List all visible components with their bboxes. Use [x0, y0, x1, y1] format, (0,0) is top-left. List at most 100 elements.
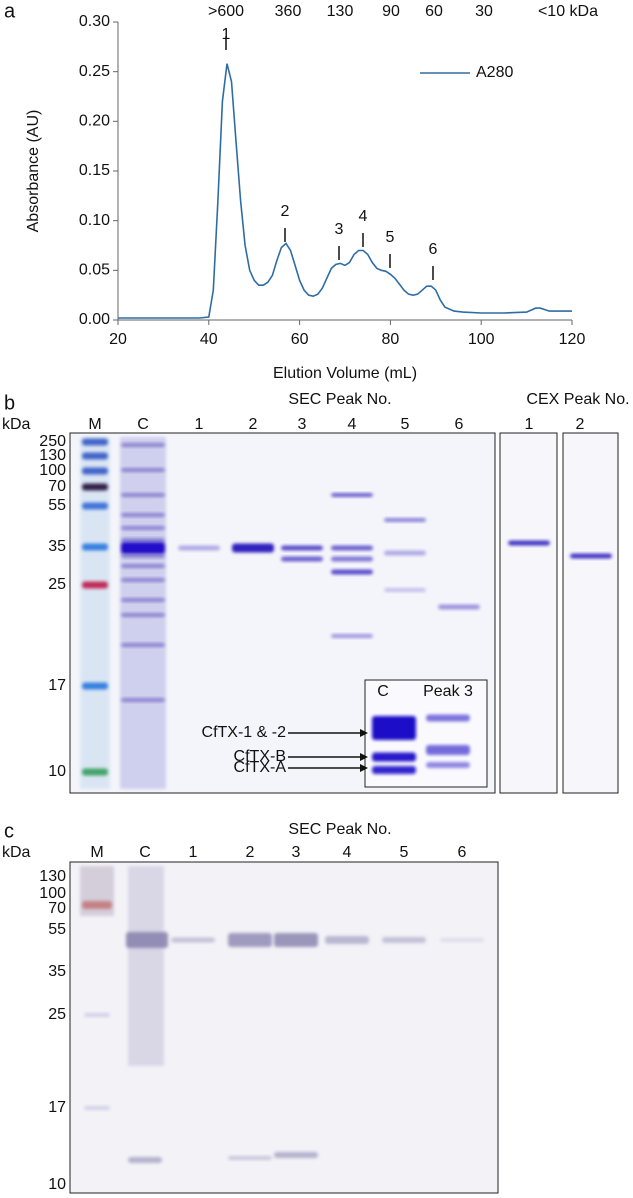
gel-band [121, 598, 165, 602]
gel-band [228, 1156, 272, 1160]
gel-title: SEC Peak No. [288, 821, 391, 838]
y-axis-label: Absorbance (AU) [25, 110, 42, 233]
mw-label: 90 [382, 3, 400, 20]
y-tick-label: 0.30 [79, 13, 110, 30]
cex-box-1 [499, 432, 558, 794]
inset-lane: C [377, 683, 389, 700]
lane-label: 1 [525, 416, 534, 433]
gel-band [331, 556, 373, 562]
mw-label: 30 [475, 3, 493, 20]
peak-label: 3 [335, 221, 344, 238]
gel-band [84, 1013, 110, 1017]
marker-label: 10 [48, 763, 66, 780]
marker-label: 250 [39, 433, 66, 450]
gel-band [121, 698, 165, 702]
marker-label: 100 [39, 885, 66, 902]
gel-band [171, 937, 215, 943]
gel-band [82, 483, 108, 491]
lane-label: 1 [195, 416, 204, 433]
lane-label: 6 [455, 416, 464, 433]
arrow-head [360, 753, 368, 761]
lane-label: C [139, 844, 151, 861]
line [118, 63, 572, 319]
gel-band [82, 543, 108, 551]
gel-band [426, 762, 470, 768]
protein-label: CfTX-B [234, 748, 286, 765]
lane-label: 4 [343, 844, 352, 861]
x-tick-label: 80 [382, 331, 400, 348]
lane-label: 3 [292, 844, 301, 861]
gel-band [382, 937, 426, 943]
x-tick-label: 40 [200, 331, 218, 348]
peak-label: 1 [222, 26, 231, 43]
mw-label: >600 [208, 3, 244, 20]
marker-label: 100 [39, 462, 66, 479]
lane-label: 2 [249, 416, 258, 433]
peak-label: 6 [429, 241, 438, 258]
y-tick-label: 0.05 [79, 262, 110, 279]
lane-smear [128, 866, 164, 1066]
panel-label: b [4, 392, 15, 414]
gel-band [274, 1152, 318, 1158]
gel-band [126, 932, 168, 948]
gel-band [384, 588, 426, 592]
peak-label: 2 [281, 203, 290, 220]
marker-label: 55 [48, 921, 66, 938]
x-tick-label: 20 [109, 331, 127, 348]
peak-label: 5 [386, 229, 395, 246]
panel-label: c [4, 820, 14, 842]
y-tick-label: 0.15 [79, 162, 110, 179]
gel-band [384, 518, 426, 522]
gel-band [281, 545, 323, 551]
protein-label: CfTX-1 & -2 [202, 724, 287, 741]
lane-label: 1 [189, 844, 198, 861]
gel-band [82, 682, 108, 690]
gel-band [281, 556, 323, 562]
gel-band [325, 936, 369, 944]
lane-label: 5 [401, 416, 410, 433]
marker-label: 25 [48, 1006, 66, 1023]
gel-band [232, 543, 274, 553]
lane-label: 3 [298, 416, 307, 433]
gel-band [121, 513, 165, 517]
gel-band [440, 938, 484, 942]
gel-band [384, 550, 426, 556]
gel-band [508, 540, 550, 546]
lane-label: 4 [348, 416, 357, 433]
gel-band [121, 643, 165, 647]
lane-smear [80, 437, 110, 789]
lane-label: 2 [246, 844, 255, 861]
gel-band [331, 569, 373, 575]
gel-band [438, 604, 480, 610]
gel-band [82, 502, 108, 510]
gel-band [128, 1157, 162, 1163]
gel-band [372, 752, 416, 762]
gel-band [82, 581, 108, 589]
marker-label: 55 [48, 497, 66, 514]
gel-band [121, 538, 165, 542]
gel-band [331, 634, 373, 638]
lane-label: 6 [458, 844, 467, 861]
gel-layer [69, 432, 619, 1194]
gel-band [82, 438, 108, 446]
gel-band [372, 716, 416, 740]
gel-band [121, 526, 165, 530]
marker-label: 17 [48, 677, 66, 694]
gel-band [82, 901, 112, 909]
mw-label: 360 [275, 3, 302, 20]
lane-label: 2 [576, 416, 585, 433]
arrow-head [360, 764, 368, 772]
gel-band [121, 443, 165, 447]
y-tick-label: 0.25 [79, 63, 110, 80]
y-tick-label: 0.20 [79, 113, 110, 130]
inset-lane: Peak 3 [423, 683, 473, 700]
mw-label: 60 [425, 3, 443, 20]
gel-band [570, 553, 612, 559]
arrow-head [360, 729, 368, 737]
marker-label: 17 [48, 1099, 66, 1116]
marker-label: 10 [48, 1176, 66, 1193]
y-tick-label: 0.10 [79, 212, 110, 229]
gel-band [121, 554, 165, 558]
marker-label: 130 [39, 868, 66, 885]
